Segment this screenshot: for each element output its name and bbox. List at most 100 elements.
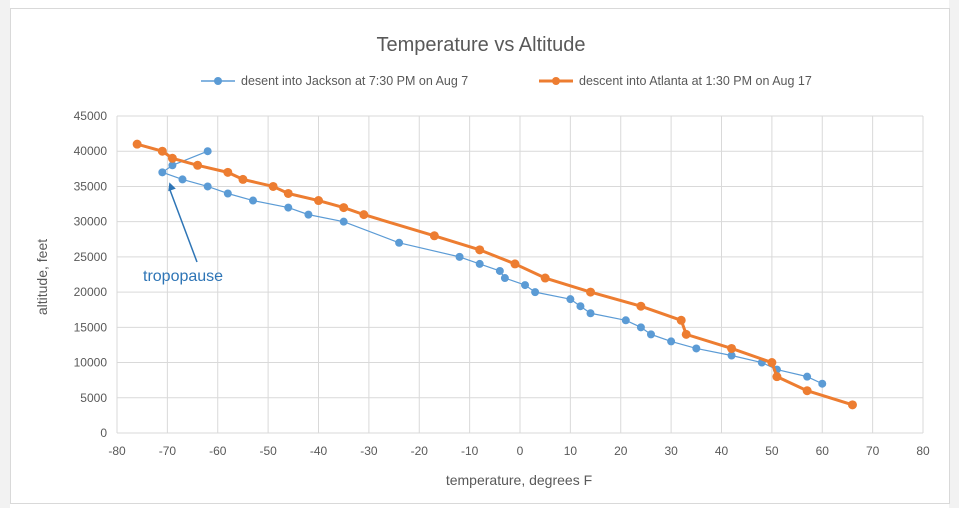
data-point[interactable] — [540, 273, 550, 283]
y-tick-label: 35000 — [74, 179, 108, 193]
data-point[interactable] — [531, 288, 540, 297]
data-point[interactable] — [727, 351, 736, 360]
data-point[interactable] — [455, 252, 464, 261]
chart-series — [132, 139, 857, 410]
data-point[interactable] — [692, 344, 701, 353]
data-point[interactable] — [157, 146, 167, 156]
legend-label: descent into Atlanta at 1:30 PM on Aug 1… — [579, 74, 812, 88]
x-tick-label: 40 — [715, 444, 729, 458]
data-point[interactable] — [767, 358, 777, 368]
y-tick-label: 10000 — [74, 356, 108, 370]
annotation-text: tropopause — [143, 268, 223, 285]
y-axis-tick-labels: 0 5000 10000 15000 20000 25000 30000 35000 40000… — [74, 109, 108, 440]
x-tick-label: -20 — [411, 444, 429, 458]
series-2 — [132, 139, 857, 410]
chart-title: Temperature vs Altitude — [377, 34, 586, 56]
data-point[interactable] — [586, 309, 595, 318]
x-tick-label: -50 — [259, 444, 277, 458]
data-point[interactable] — [566, 295, 575, 304]
data-point[interactable] — [429, 231, 439, 241]
data-point[interactable] — [132, 139, 142, 149]
x-tick-label: -60 — [209, 444, 227, 458]
legend-item[interactable]: desent into Jackson at 7:30 PM on Aug 7 — [201, 74, 468, 88]
chart-gridlines — [116, 115, 924, 434]
x-tick-label: 50 — [765, 444, 779, 458]
data-point[interactable] — [268, 181, 278, 191]
data-point[interactable] — [178, 175, 187, 184]
x-tick-label: 70 — [866, 444, 880, 458]
data-point[interactable] — [802, 386, 812, 396]
data-point[interactable] — [681, 329, 691, 339]
x-tick-label: 20 — [614, 444, 628, 458]
y-tick-label: 30000 — [74, 215, 108, 229]
x-tick-label: -70 — [159, 444, 177, 458]
legend-marker — [214, 77, 222, 85]
data-point[interactable] — [475, 259, 484, 268]
data-point[interactable] — [586, 287, 596, 297]
x-tick-label: -10 — [461, 444, 479, 458]
data-point[interactable] — [223, 167, 233, 177]
y-tick-label: 25000 — [74, 250, 108, 264]
data-point[interactable] — [636, 323, 645, 332]
data-point[interactable] — [676, 315, 686, 325]
data-point[interactable] — [521, 281, 530, 290]
data-point[interactable] — [475, 245, 485, 255]
data-point[interactable] — [495, 266, 504, 275]
chart-legend: desent into Jackson at 7:30 PM on Aug 7 d… — [201, 74, 812, 88]
data-point[interactable] — [636, 301, 646, 311]
data-point[interactable] — [500, 274, 509, 283]
x-axis-label: temperature, degrees F — [446, 472, 592, 488]
data-point[interactable] — [283, 188, 293, 198]
y-tick-label: 40000 — [74, 144, 108, 158]
series-line — [136, 142, 853, 407]
y-tick-label: 15000 — [74, 320, 108, 334]
data-point[interactable] — [339, 203, 349, 213]
data-point[interactable] — [772, 372, 782, 382]
data-point[interactable] — [510, 259, 520, 269]
x-tick-label: -80 — [108, 444, 126, 458]
data-point[interactable] — [339, 217, 348, 226]
data-point[interactable] — [576, 302, 585, 311]
data-point[interactable] — [284, 203, 293, 212]
data-point[interactable] — [803, 372, 812, 381]
data-point[interactable] — [304, 210, 313, 219]
y-tick-label: 20000 — [74, 285, 108, 299]
x-axis-tick-labels: -80 -70 -60 -50 -40 -30 -20 -10 0 10 20 30 40 50 60 70 8… — [108, 444, 930, 458]
data-point[interactable] — [727, 343, 737, 353]
data-point[interactable] — [238, 174, 248, 184]
data-point[interactable] — [193, 160, 203, 170]
data-point[interactable] — [314, 196, 323, 206]
data-point[interactable] — [203, 182, 212, 191]
y-tick-label: 0 — [100, 426, 107, 440]
legend-item[interactable]: descent into Atlanta at 1:30 PM on Aug 1… — [539, 74, 812, 88]
data-point[interactable] — [818, 379, 827, 388]
data-point[interactable] — [249, 196, 258, 205]
legend-marker — [552, 77, 560, 85]
data-point[interactable] — [167, 153, 177, 163]
annotation-arrowhead — [168, 182, 176, 192]
data-point[interactable] — [223, 189, 232, 198]
annotation-arrow-line — [168, 188, 198, 263]
data-point[interactable] — [158, 168, 167, 177]
x-tick-label: -30 — [360, 444, 378, 458]
x-tick-label: 60 — [816, 444, 830, 458]
legend-label: desent into Jackson at 7:30 PM on Aug 7 — [241, 74, 468, 88]
data-point[interactable] — [667, 337, 676, 346]
data-point[interactable] — [168, 161, 177, 170]
chart-annotations: tropopause — [143, 182, 223, 285]
x-tick-label: 30 — [664, 444, 678, 458]
data-point[interactable] — [847, 400, 857, 410]
x-tick-label: 0 — [517, 444, 524, 458]
chart-area[interactable]: Temperature vs Altitude desent into Jack… — [10, 8, 950, 504]
data-point[interactable] — [203, 147, 212, 156]
data-point[interactable] — [621, 316, 630, 325]
sheet-left-edge — [0, 0, 10, 508]
data-point[interactable] — [359, 210, 369, 220]
sheet-right-edge — [949, 0, 959, 508]
temperature-altitude-chart: Temperature vs Altitude desent into Jack… — [34, 34, 930, 488]
y-tick-label: 5000 — [80, 391, 107, 405]
data-point[interactable] — [395, 238, 404, 247]
data-point[interactable] — [646, 330, 655, 339]
x-tick-label: -40 — [310, 444, 328, 458]
x-tick-label: 80 — [916, 444, 930, 458]
